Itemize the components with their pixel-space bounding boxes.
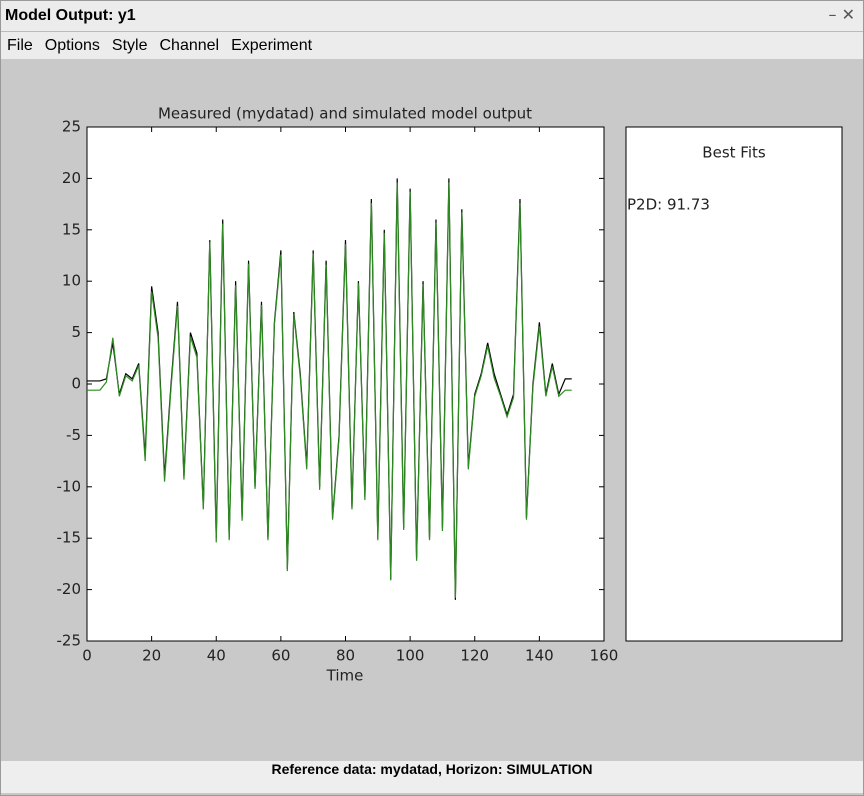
x-tick-label: 60 bbox=[271, 647, 290, 665]
menu-item[interactable]: Options bbox=[44, 37, 100, 54]
y-tick-label: 5 bbox=[71, 323, 81, 341]
chart: Measured (mydatad) and simulated model o… bbox=[57, 105, 843, 685]
y-tick-label: -5 bbox=[66, 426, 81, 444]
y-tick-label: -20 bbox=[57, 580, 82, 598]
y-tick-label: -15 bbox=[57, 529, 82, 547]
y-tick-label: 25 bbox=[62, 118, 81, 136]
menu-bar: File Options Style Channel Experiment bbox=[1, 32, 863, 59]
y-tick-label: 15 bbox=[62, 220, 81, 238]
fit-entry: P2D: 91.73 bbox=[627, 196, 710, 214]
x-tick-label: 140 bbox=[525, 647, 554, 665]
chart-title: Measured (mydatad) and simulated model o… bbox=[158, 105, 532, 123]
series-line bbox=[87, 182, 572, 598]
x-axis-label: Time bbox=[326, 667, 364, 685]
menu-item[interactable]: Style bbox=[111, 37, 148, 54]
title-bar: Model Output: y1 – ✕ bbox=[1, 1, 863, 32]
y-tick-label: -10 bbox=[57, 477, 82, 495]
y-tick-label: 20 bbox=[62, 169, 81, 187]
window-title: Model Output: y1 bbox=[5, 7, 136, 24]
menu-item[interactable]: File bbox=[7, 37, 33, 54]
x-tick-label: 80 bbox=[336, 647, 355, 665]
footer-text: Reference data: mydatad, Horizon: SIMULA… bbox=[271, 761, 593, 777]
plot-area bbox=[86, 126, 605, 642]
x-tick-label: 120 bbox=[460, 647, 489, 665]
y-tick-label: -25 bbox=[57, 632, 82, 650]
y-tick-label: 10 bbox=[62, 272, 81, 290]
x-tick-label: 0 bbox=[82, 647, 92, 665]
x-tick-label: 100 bbox=[396, 647, 425, 665]
y-tick-label: 0 bbox=[71, 375, 81, 393]
x-tick-label: 40 bbox=[207, 647, 226, 665]
fits-title: Best Fits bbox=[702, 144, 766, 162]
menu-item[interactable]: Channel bbox=[159, 37, 220, 54]
menu-item[interactable]: Experiment bbox=[231, 37, 313, 54]
fits-panel bbox=[625, 126, 843, 642]
footer: Reference data: mydatad, Horizon: SIMULA… bbox=[1, 761, 863, 793]
x-tick-label: 160 bbox=[590, 647, 619, 665]
x-tick-label: 20 bbox=[142, 647, 161, 665]
window-controls[interactable]: – ✕ bbox=[828, 5, 856, 24]
